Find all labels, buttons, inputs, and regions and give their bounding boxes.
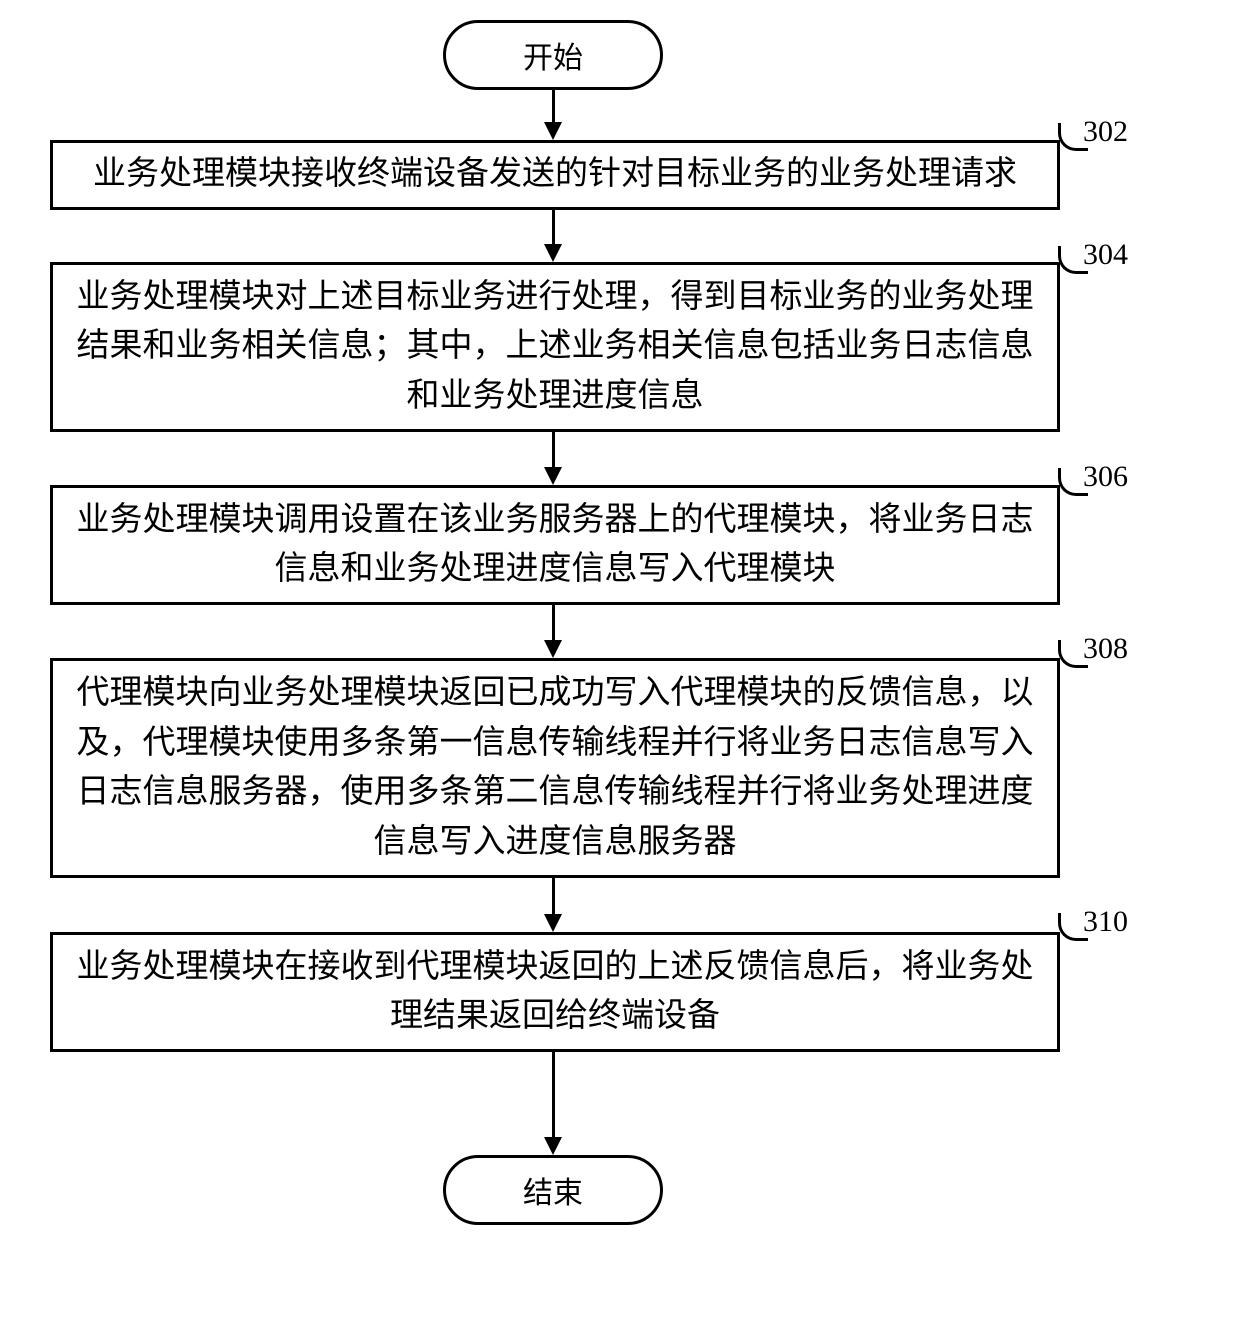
edge [552, 432, 555, 469]
edge [552, 90, 555, 124]
step-306: 业务处理模块调用设置在该业务服务器上的代理模块，将业务日志信息和业务处理进度信息… [50, 485, 1060, 605]
step-310-text: 业务处理模块在接收到代理模块返回的上述反馈信息后，将业务处理结果返回给终端设备 [73, 943, 1037, 1042]
arrowhead [544, 914, 562, 932]
step-304: 业务处理模块对上述目标业务进行处理，得到目标业务的业务处理结果和业务相关信息；其… [50, 262, 1060, 432]
step-308-text: 代理模块向业务处理模块返回已成功写入代理模块的反馈信息，以及，代理模块使用多条第… [73, 669, 1037, 867]
step-label-302: 302 [1083, 115, 1128, 149]
step-304-text: 业务处理模块对上述目标业务进行处理，得到目标业务的业务处理结果和业务相关信息；其… [73, 273, 1037, 422]
arrowhead [544, 467, 562, 485]
arrowhead [544, 1137, 562, 1155]
step-302: 业务处理模块接收终端设备发送的针对目标业务的业务处理请求 [50, 140, 1060, 210]
arrowhead [544, 122, 562, 140]
step-label-306: 306 [1083, 460, 1128, 494]
edge [552, 605, 555, 642]
step-308: 代理模块向业务处理模块返回已成功写入代理模块的反馈信息，以及，代理模块使用多条第… [50, 658, 1060, 878]
edge [552, 1052, 555, 1139]
step-label-308: 308 [1083, 632, 1128, 666]
step-310: 业务处理模块在接收到代理模块返回的上述反馈信息后，将业务处理结果返回给终端设备 [50, 932, 1060, 1052]
flowchart-canvas: 开始 302 业务处理模块接收终端设备发送的针对目标业务的业务处理请求 304 … [0, 0, 1240, 1333]
step-label-304: 304 [1083, 238, 1128, 272]
step-306-text: 业务处理模块调用设置在该业务服务器上的代理模块，将业务日志信息和业务处理进度信息… [73, 496, 1037, 595]
end-label: 结束 [523, 1168, 583, 1212]
step-302-text: 业务处理模块接收终端设备发送的针对目标业务的业务处理请求 [93, 150, 1017, 200]
start-label: 开始 [523, 33, 583, 77]
arrowhead [544, 640, 562, 658]
edge [552, 210, 555, 246]
arrowhead [544, 244, 562, 262]
edge [552, 878, 555, 916]
step-label-310: 310 [1083, 905, 1128, 939]
end-node: 结束 [443, 1155, 663, 1225]
start-node: 开始 [443, 20, 663, 90]
